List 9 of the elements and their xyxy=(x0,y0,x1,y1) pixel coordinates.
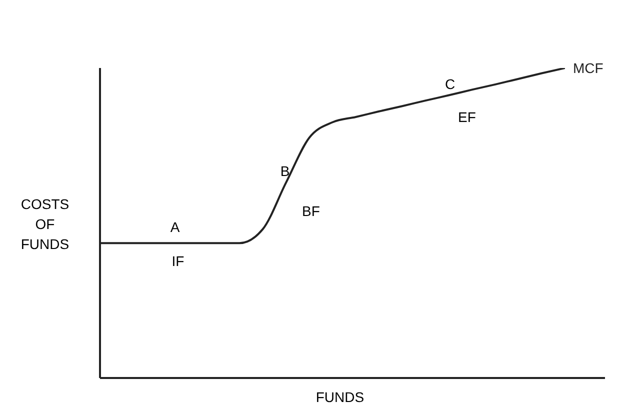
annotation: A xyxy=(169,219,181,235)
annotation: BF xyxy=(301,203,321,219)
annotation: C xyxy=(444,76,456,92)
annotation: EF xyxy=(457,109,477,125)
annotation: IF xyxy=(170,253,186,269)
x-axis-title: FUNDS xyxy=(314,389,366,405)
series-label: MCF xyxy=(573,60,604,76)
y-axis-title: COSTS OF FUNDS xyxy=(20,196,70,252)
annotation: B xyxy=(279,163,291,179)
